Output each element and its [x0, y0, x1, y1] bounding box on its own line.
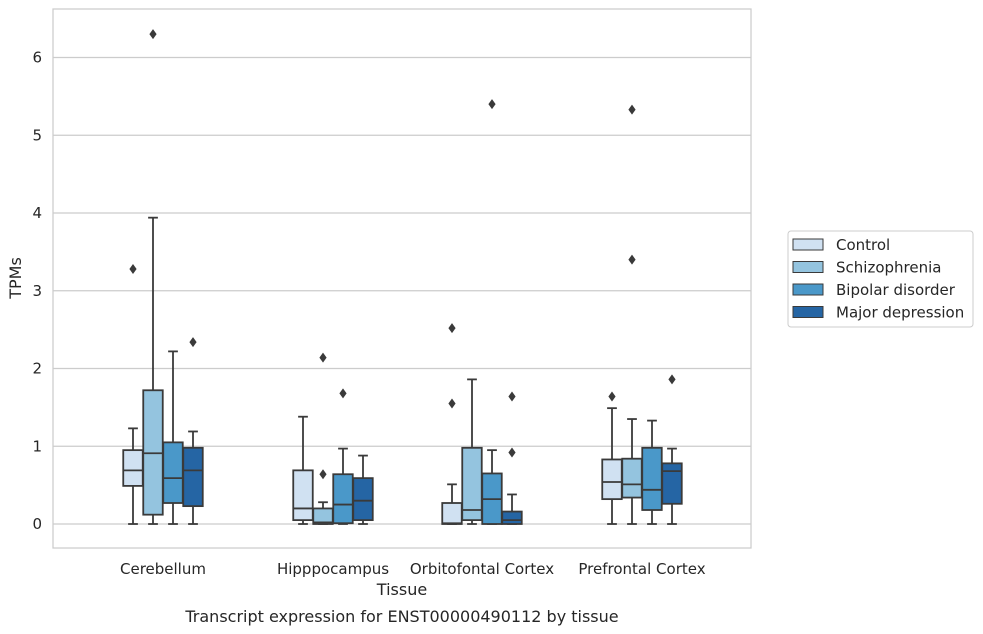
legend-entry: Control: [836, 236, 890, 254]
y-tick-label: 0: [32, 515, 42, 533]
outlier-point: [319, 352, 327, 363]
outlier-point: [448, 323, 456, 334]
plot-frame: [52, 8, 752, 549]
box-schizophrenia: [312, 352, 334, 525]
legend-swatch: [792, 261, 824, 273]
box-schizophrenia: [142, 29, 164, 525]
box-control: [292, 415, 314, 525]
y-tick-label: 4: [32, 204, 42, 222]
y-tick-labels: 0 1 2 3 4 5 6: [32, 49, 42, 534]
box-bipolar-disorder: [481, 99, 503, 525]
y-tick-label: 5: [32, 126, 42, 144]
iqr-box: [641, 446, 663, 511]
outlier-point: [129, 263, 137, 274]
figure-caption: Transcript expression for ENST0000049011…: [184, 607, 618, 626]
outlier-point: [339, 388, 347, 399]
box-major-depression: [182, 337, 204, 525]
legend-entry: Bipolar disorder: [836, 281, 956, 299]
legend-swatch: [792, 238, 824, 251]
outlier-point: [448, 398, 456, 409]
outlier-point: [628, 104, 636, 115]
outlier-point: [149, 29, 157, 40]
x-tick-label: Prefrontal Cortex: [578, 560, 705, 578]
outlier-point: [668, 374, 676, 385]
box-control: [601, 391, 623, 525]
outlier-point: [319, 469, 327, 480]
legend-swatch: [792, 306, 824, 318]
x-tick-label: Hipppocampus: [277, 560, 389, 578]
box-major-depression: [501, 391, 523, 525]
legend: Control Schizophrenia Bipolar disorder Majo…: [787, 230, 974, 328]
y-tick-label: 3: [32, 282, 42, 300]
box-groups: [122, 29, 683, 525]
x-tick-labels: Cerebellum Hipppocampus Orbitofontal Corte…: [120, 560, 706, 578]
legend-swatch: [792, 283, 824, 296]
y-axis-label: TPMs: [6, 257, 25, 300]
iqr-box: [332, 473, 354, 525]
iqr-box: [122, 449, 144, 487]
outlier-point: [488, 99, 496, 110]
outlier-point: [608, 391, 616, 402]
iqr-box: [162, 441, 184, 504]
box-control: [122, 263, 144, 525]
outlier-point: [189, 337, 197, 348]
legend-entry: Major depression: [836, 304, 964, 322]
iqr-box: [601, 458, 623, 501]
box-control: [441, 323, 463, 525]
outlier-point: [628, 254, 636, 265]
y-tick-label: 6: [32, 49, 42, 67]
box-major-depression: [661, 374, 683, 525]
iqr-box: [182, 446, 204, 508]
outlier-point: [508, 391, 516, 402]
y-tick-label: 2: [32, 360, 42, 378]
iqr-box: [501, 510, 523, 525]
outlier-point: [508, 447, 516, 458]
box-major-depression: [352, 454, 374, 525]
iqr-box: [661, 462, 683, 505]
iqr-box: [621, 457, 643, 499]
x-tick-label: Orbitofontal Cortex: [410, 560, 554, 578]
box-bipolar-disorder: [162, 350, 184, 525]
legend-entry: Schizophrenia: [836, 259, 941, 277]
x-tick-label: Cerebellum: [120, 560, 206, 578]
iqr-box: [352, 477, 374, 522]
x-axis-label: Tissue: [376, 580, 427, 599]
iqr-box: [292, 469, 314, 522]
box-bipolar-disorder: [332, 388, 354, 525]
iqr-box: [441, 502, 463, 525]
legend-frame: [787, 230, 974, 328]
y-tick-label: 1: [32, 437, 42, 455]
